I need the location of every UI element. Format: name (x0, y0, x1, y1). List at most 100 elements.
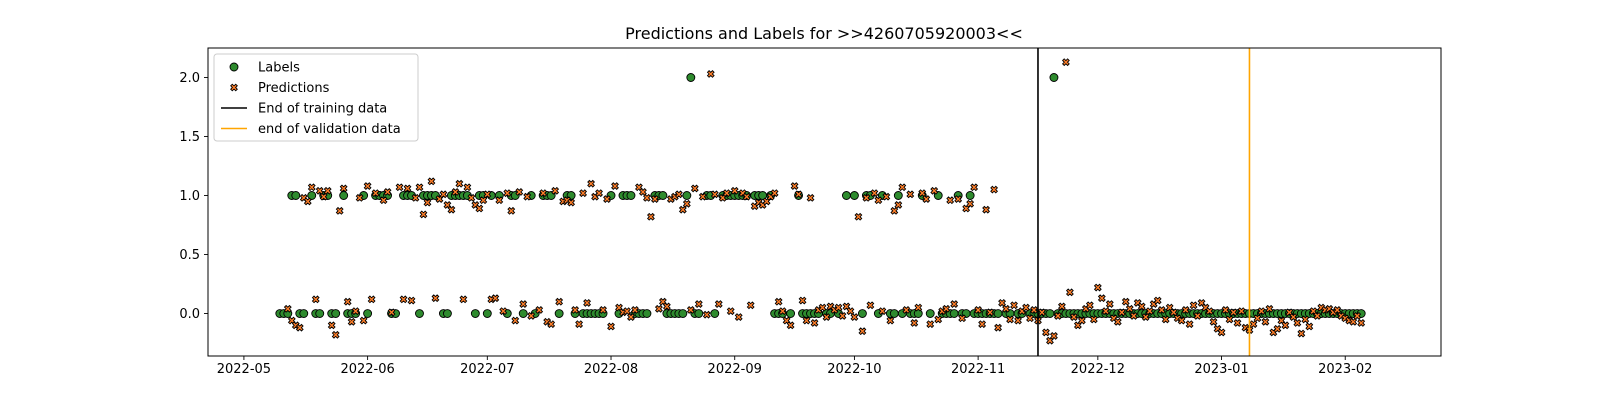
prediction-point (519, 300, 528, 309)
prediction-point (866, 301, 875, 310)
prediction-point (347, 317, 356, 326)
prediction-point (571, 306, 580, 314)
prediction-point (1085, 301, 1094, 310)
prediction-point (627, 313, 635, 321)
prediction-point (327, 321, 336, 330)
y-tick-label: 1.0 (179, 189, 200, 204)
prediction-point (1349, 317, 1358, 326)
prediction-point (794, 190, 803, 199)
prediction-point (742, 192, 751, 201)
prediction-point (1069, 313, 1078, 321)
legend-circle-marker (229, 62, 239, 72)
prediction-point (706, 70, 715, 78)
prediction-point (1293, 319, 1302, 327)
prediction-point (770, 189, 779, 198)
label-point (470, 309, 480, 318)
prediction-point (319, 192, 328, 201)
prediction-point (890, 206, 899, 215)
prediction-point (1105, 300, 1114, 309)
prediction-point (499, 307, 508, 316)
prediction-point (403, 184, 412, 193)
prediction-point (1289, 313, 1298, 321)
label-point (315, 309, 325, 318)
prediction-point (423, 198, 432, 207)
label-point (1045, 309, 1055, 318)
prediction-point (331, 330, 340, 339)
prediction-point (1257, 307, 1266, 316)
label-point (442, 309, 452, 318)
x-tick-label: 2022-05 (217, 362, 271, 377)
prediction-point (1177, 316, 1186, 325)
prediction-point (662, 302, 671, 311)
prediction-point (1221, 306, 1230, 314)
prediction-point (722, 189, 731, 198)
prediction-point (363, 182, 372, 191)
prediction-point (427, 177, 436, 186)
prediction-point (631, 306, 639, 314)
prediction-point (678, 205, 687, 214)
prediction-point (986, 308, 995, 317)
x-tick-label: 2022-09 (708, 362, 762, 377)
prediction-point (491, 294, 500, 303)
prediction-point (447, 205, 456, 214)
prediction-point (1010, 301, 1018, 310)
prediction-point (511, 316, 520, 325)
label-point (857, 309, 867, 318)
prediction-point (431, 294, 440, 303)
prediction-point (1153, 296, 1162, 305)
prediction-point (822, 313, 831, 321)
label-point (678, 309, 688, 318)
prediction-point (714, 300, 723, 309)
label-point (642, 309, 652, 318)
label-point (993, 309, 1003, 318)
prediction-point (459, 295, 468, 304)
label-point (331, 309, 341, 318)
legend-label: Labels (258, 61, 300, 76)
prediction-point (1357, 319, 1366, 327)
prediction-point (359, 316, 368, 325)
prediction-point (950, 300, 959, 309)
prediction-point (1129, 311, 1138, 320)
plot-area (275, 48, 1366, 356)
label-point (889, 309, 899, 318)
prediction-point (555, 297, 564, 306)
prediction-point (810, 319, 819, 327)
prediction-point (1225, 315, 1234, 324)
prediction-point (1042, 328, 1050, 337)
prediction-point (1185, 320, 1194, 329)
prediction-point (650, 195, 659, 203)
prediction-point (642, 193, 651, 202)
prediction-point (1050, 332, 1058, 340)
prediction-point (439, 190, 448, 199)
prediction-point (1193, 311, 1202, 320)
prediction-point (1233, 319, 1242, 327)
prediction-point (623, 307, 631, 316)
prediction-point (694, 300, 703, 309)
prediction-point (1157, 306, 1166, 314)
prediction-point (1117, 308, 1126, 317)
prediction-point (786, 321, 795, 330)
x-tick-label: 2022-10 (827, 362, 881, 377)
prediction-point (1273, 324, 1282, 333)
label-point (682, 191, 692, 200)
legend-x-marker (230, 83, 238, 92)
prediction-point (698, 192, 707, 201)
prediction-point (902, 306, 911, 314)
prediction-point (858, 327, 867, 336)
label-point (363, 309, 373, 318)
prediction-point (611, 182, 619, 191)
label-point (949, 309, 959, 318)
label-point (626, 191, 636, 200)
axes: 2022-05 2022-06 2022-07 2022-08 2022-09 2022-… (179, 47, 1442, 377)
prediction-point (974, 306, 983, 314)
prediction-point (303, 197, 312, 206)
prediction-point (958, 314, 967, 323)
prediction-point (918, 189, 927, 198)
label-point (786, 309, 796, 318)
prediction-point (682, 199, 691, 208)
prediction-point (838, 311, 847, 320)
legend-box (213, 53, 419, 142)
prediction-point (295, 323, 304, 332)
prediction-point (599, 306, 607, 314)
legend-label: end of validation data (258, 122, 401, 137)
